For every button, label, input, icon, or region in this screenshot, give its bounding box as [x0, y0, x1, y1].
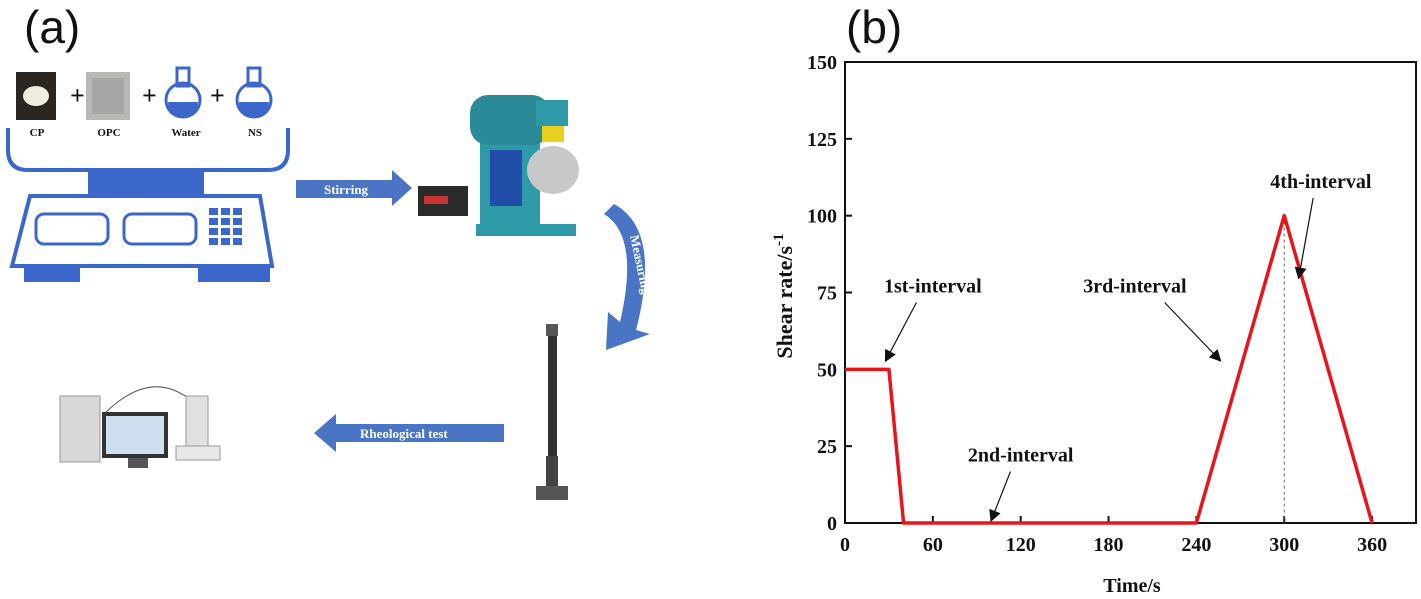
- x-tick-label: 240: [1181, 534, 1211, 556]
- y-tick-label: 125: [807, 129, 837, 151]
- annotation-label: 3rd-interval: [1083, 276, 1187, 298]
- x-tick-label: 180: [1094, 534, 1124, 556]
- process-diagram: + + + Stirring: [6, 66, 650, 500]
- annotation-arrow: [884, 302, 917, 363]
- y-tick-label: 150: [807, 52, 837, 74]
- opc-photo: [86, 72, 130, 120]
- stirring-arrow: Stirring: [296, 170, 412, 206]
- x-tick-label: 0: [840, 534, 850, 556]
- y-tick-label: 50: [817, 359, 837, 381]
- plus-sign-2: +: [142, 81, 157, 110]
- annotation-arrow: [1164, 302, 1222, 362]
- y-tick-label: 75: [817, 283, 837, 305]
- y-axis-label: Shear rate/s-1: [771, 233, 797, 358]
- cp-photo: [16, 72, 56, 120]
- y-tick-label: 25: [817, 436, 837, 458]
- annotation-label: 4th-interval: [1270, 171, 1372, 193]
- plus-sign-1: +: [70, 81, 85, 110]
- water-flask-icon: [164, 66, 202, 119]
- panel-a-label: (a): [24, 1, 81, 53]
- plus-sign-3: +: [210, 81, 225, 110]
- scale-icon: [6, 128, 290, 282]
- annotation-label: 2nd-interval: [968, 445, 1074, 467]
- cp-label: CP: [29, 127, 45, 139]
- x-axis-label: Time/s: [1103, 575, 1161, 597]
- y-tick-label: 0: [827, 513, 837, 535]
- water-label: Water: [171, 127, 201, 139]
- ns-label: NS: [247, 127, 263, 139]
- x-tick-label: 60: [923, 534, 943, 556]
- panel-b-label: (b): [846, 1, 903, 53]
- annotation-label: 1st-interval: [884, 276, 982, 298]
- shear-rate-series-line: [845, 213, 1374, 525]
- opc-label: OPC: [97, 127, 121, 139]
- computer-rheometer-icon: [59, 386, 221, 468]
- x-tick-label: 300: [1269, 534, 1299, 556]
- drill-icon: [536, 324, 568, 500]
- x-tick-label: 360: [1357, 534, 1387, 556]
- mixer-icon: [418, 95, 579, 236]
- annotation-arrow: [989, 471, 1012, 523]
- ns-flask-icon: [235, 66, 273, 119]
- rheological-arrow: Rheological test: [314, 414, 504, 452]
- x-tick-label: 120: [1006, 534, 1036, 556]
- annotation-arrow: [1294, 197, 1314, 280]
- rheological-label: Rheological test: [360, 426, 448, 441]
- stirring-label: Stirring: [324, 182, 369, 197]
- y-tick-label: 100: [807, 206, 837, 228]
